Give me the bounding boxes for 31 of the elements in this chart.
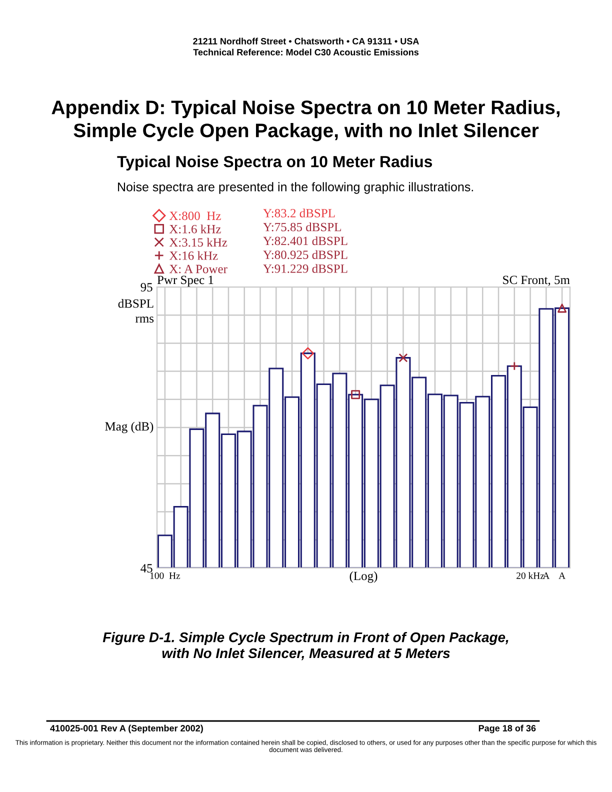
text: Noise spectra are presented in the following graphic illustrations. [118, 182, 473, 194]
point [302, 347, 314, 360]
chart-title: Appendix D: Typical Noise Spectra on 10 Meter Radius, Simple Cycle Open Package, with no Inlet Silencer [52, 100, 560, 142]
legend-label: X:800 Hz [169, 212, 221, 220]
text: SC Front, 5m [503, 276, 570, 286]
y-tick-label: 95 [140, 283, 152, 292]
legend-label: X: A Power [169, 264, 228, 274]
text: Y:80.925 dBSPL [263, 250, 348, 260]
text: Figure D-1. Simple Cycle Spectrum in Front of Open Package, with No Inlet Silencer, Measured at 5 Meters [102, 632, 508, 660]
point [558, 304, 567, 313]
text: 410025-001 Rev A (September 2002) [50, 724, 203, 734]
legend-label: X:1.6 kHz [169, 224, 221, 234]
point [351, 390, 360, 400]
point [398, 353, 408, 362]
text: Page 18 of 36 [478, 724, 536, 734]
x-axis-title: (Log) [350, 571, 378, 583]
y-axis-title: Mag (dB) [105, 422, 154, 434]
text: 21211 Nordhoff Street • Chatsworth • CA 91311 • USA [193, 38, 419, 44]
legend-label: X:3.15 kHz [169, 238, 228, 247]
text: dBSPL rms [118, 299, 154, 323]
text: Y:82.401 dBSPL [263, 236, 348, 246]
x-tick-label: 100 Hz [150, 572, 180, 580]
x-tick-label: A [558, 572, 566, 579]
y-tick-label: 45 [140, 564, 152, 572]
text: Technical Reference: Model C30 Acoustic Emissions [193, 48, 419, 56]
chart-subtitle: Typical Noise Spectra on 10 Meter Radius [117, 156, 432, 170]
text: Y:83.2 dBSPL [263, 208, 335, 218]
legend-label: X:16 kHz [169, 251, 218, 260]
text: Y:75.85 dBSPL [263, 222, 341, 232]
text: Pwr Spec 1 [157, 276, 214, 287]
text: Y:91.229 dBSPL [263, 264, 348, 273]
